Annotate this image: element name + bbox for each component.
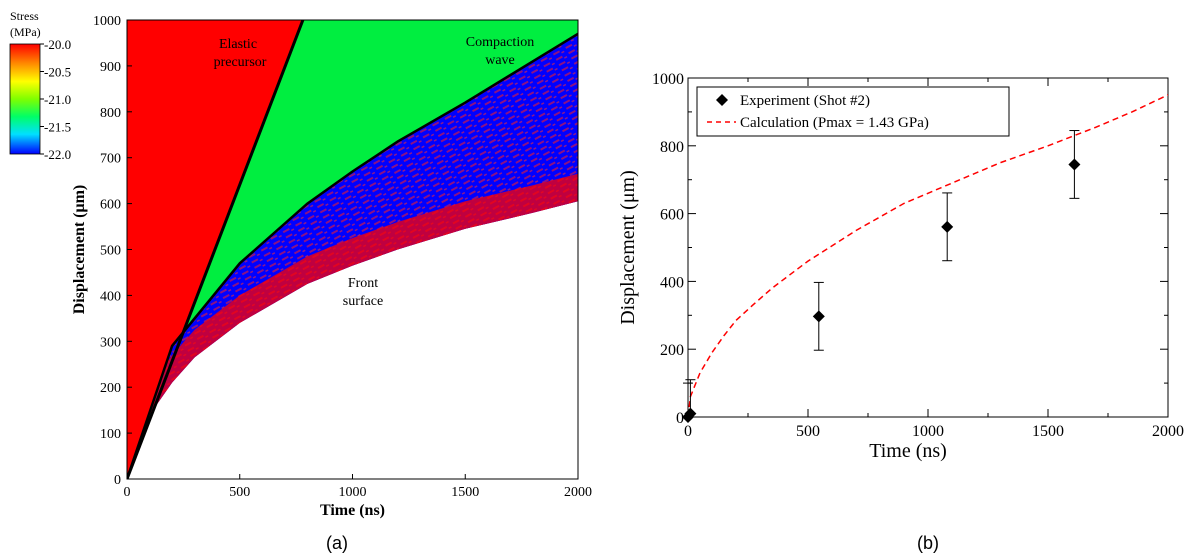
x-tick-label: 500 — [796, 423, 820, 440]
x-tick-label: 1000 — [912, 423, 944, 440]
front-surface-label-2: surface — [343, 294, 383, 309]
y-tick-label: 800 — [660, 139, 684, 156]
panel-b-points — [682, 130, 1081, 423]
panel-b-axes: 0 500 1000 1500 2000 0 200 400 600 800 1000 — [652, 71, 1184, 440]
panel-a-axes: 0 500 1000 1500 2000 0 100 200 300 400 500 600 700 80… — [93, 14, 592, 500]
y-tick-label: 400 — [100, 289, 121, 304]
y-tick-label: 500 — [100, 244, 121, 259]
x-tick-label: 500 — [229, 485, 250, 500]
y-tick-label: 100 — [100, 427, 121, 442]
y-tick-label: 800 — [100, 106, 121, 121]
panel-b-legend: Experiment (Shot #2) Calculation (Pmax =… — [696, 86, 1010, 137]
elastic-precursor-label-1: Elastic — [219, 37, 257, 52]
elastic-precursor-line — [127, 20, 305, 479]
x-tick-label: 2000 — [1152, 423, 1184, 440]
x-tick-label: 0 — [684, 423, 692, 440]
panel-b-caption: (b) — [917, 533, 939, 553]
colorbar-tick-label: -22.0 — [44, 147, 71, 162]
compaction-wave-label-2: wave — [485, 53, 515, 68]
colorbar-title-2: (MPa) — [10, 25, 41, 39]
panel-b-plot-area — [688, 94, 1168, 417]
panel-b-scatter: 0 500 1000 1500 2000 0 200 400 600 800 1000 Time (… — [617, 71, 1184, 553]
legend-diamond-icon — [716, 94, 728, 106]
front-surface-label-1: Front — [348, 276, 378, 291]
colorbar-tick-label: -21.0 — [44, 92, 71, 107]
y-tick-label: 200 — [660, 342, 684, 359]
y-tick-label: 0 — [114, 473, 121, 488]
compaction-wave-line — [127, 32, 578, 479]
colorbar: Stress (MPa) -20.0 -20.5 -21.0 -21.5 -22.0 — [9, 9, 71, 162]
elastic-precursor-label-2: precursor — [214, 55, 267, 70]
legend-box — [696, 86, 1010, 137]
y-tick-label: 1000 — [93, 14, 121, 29]
colorbar-tick-label: -21.5 — [44, 120, 71, 135]
panel-a-heatmap: 0 500 1000 1500 2000 0 100 200 300 400 500 600 700 80… — [9, 9, 592, 553]
x-tick-label: 0 — [124, 485, 131, 500]
y-tick-label: 0 — [676, 410, 684, 427]
front-band — [127, 173, 578, 479]
y-tick-label: 300 — [100, 335, 121, 350]
panel-a-x-axis-label: Time (ns) — [320, 502, 385, 519]
y-tick-label: 600 — [100, 198, 121, 213]
y-tick-label: 1000 — [652, 71, 684, 88]
x-tick-label: 1000 — [339, 485, 367, 500]
colorbar-ticks: -20.0 -20.5 -21.0 -21.5 -22.0 — [40, 37, 71, 162]
colorbar-tick-label: -20.5 — [44, 65, 71, 80]
x-tick-label: 1500 — [1032, 423, 1064, 440]
panel-a-annotations: Elastic precursor Compaction wave Front … — [214, 35, 535, 309]
legend-calculation-label: Calculation (Pmax = 1.43 GPa) — [740, 115, 929, 131]
colorbar-title-1: Stress — [10, 9, 39, 23]
y-tick-label: 700 — [100, 152, 121, 167]
experiment-point — [1068, 158, 1081, 171]
panel-a-y-axis-label: Displacement (μm) — [71, 185, 88, 314]
y-tick-label: 400 — [660, 274, 684, 291]
calculation-line — [688, 94, 1168, 417]
x-tick-label: 1500 — [451, 485, 479, 500]
stress-field — [127, 20, 578, 479]
panel-b-x-axis-label: Time (ns) — [869, 440, 947, 462]
colorbar-tick-label: -20.0 — [44, 37, 71, 52]
x-tick-label: 2000 — [564, 485, 592, 500]
colorbar-gradient — [9, 43, 41, 155]
compaction-wave-label-1: Compaction — [466, 35, 534, 50]
y-tick-label: 200 — [100, 381, 121, 396]
experiment-point — [941, 220, 954, 233]
legend-experiment-label: Experiment (Shot #2) — [740, 93, 870, 109]
compressed-region — [127, 20, 578, 479]
experiment-point — [812, 310, 825, 323]
panel-a-caption: (a) — [326, 533, 348, 553]
y-tick-label: 600 — [660, 207, 684, 224]
panel-b-y-axis-label: Displacement (μm) — [617, 170, 639, 325]
y-tick-label: 900 — [100, 60, 121, 75]
